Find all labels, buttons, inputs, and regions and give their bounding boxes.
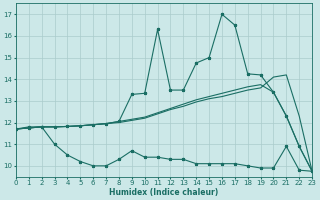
X-axis label: Humidex (Indice chaleur): Humidex (Indice chaleur)	[109, 188, 219, 197]
